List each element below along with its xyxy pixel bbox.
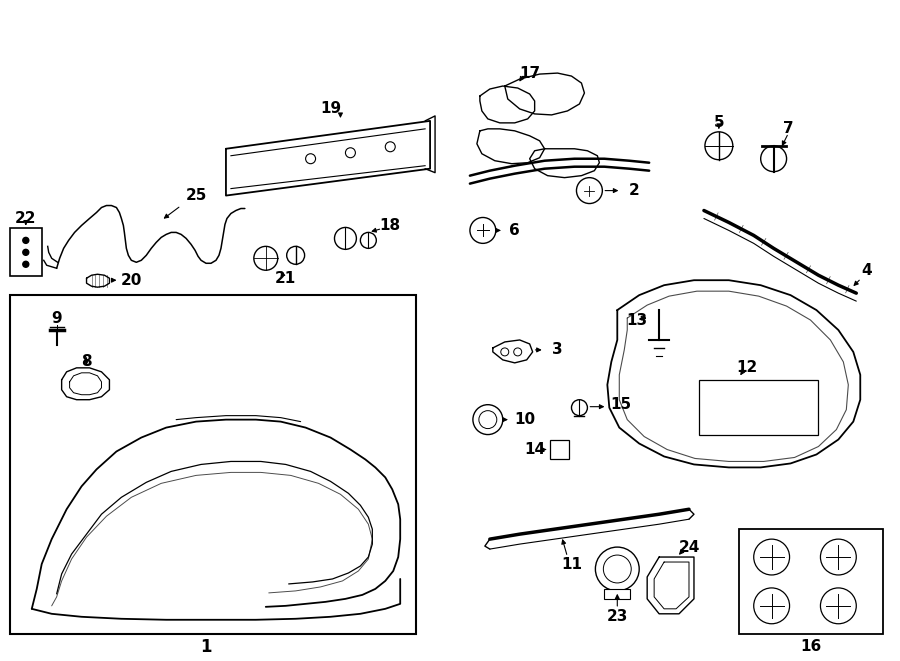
Bar — [739, 529, 883, 634]
Text: 8: 8 — [81, 354, 92, 369]
Circle shape — [22, 261, 29, 267]
Text: 6: 6 — [509, 223, 520, 238]
Text: 2: 2 — [629, 183, 640, 198]
Text: 5: 5 — [714, 116, 724, 130]
Text: 19: 19 — [320, 101, 341, 116]
Text: 10: 10 — [514, 412, 536, 427]
Text: 13: 13 — [626, 313, 648, 328]
Text: 17: 17 — [519, 65, 540, 81]
Text: 11: 11 — [561, 557, 582, 572]
Text: 20: 20 — [121, 273, 142, 288]
Text: 7: 7 — [783, 122, 794, 136]
Text: 9: 9 — [51, 311, 62, 326]
Text: 1: 1 — [201, 638, 212, 656]
Text: 15: 15 — [611, 397, 632, 412]
Bar — [604, 589, 630, 599]
Bar — [10, 229, 41, 276]
Text: 14: 14 — [524, 442, 545, 457]
Circle shape — [22, 249, 29, 255]
Text: 23: 23 — [607, 609, 628, 624]
Text: 4: 4 — [861, 263, 871, 278]
Text: 16: 16 — [800, 639, 821, 654]
Circle shape — [22, 237, 29, 243]
Text: 12: 12 — [736, 360, 758, 375]
Text: 21: 21 — [275, 271, 296, 286]
Text: 18: 18 — [380, 218, 400, 233]
Text: 22: 22 — [15, 211, 37, 226]
Text: 25: 25 — [185, 188, 207, 203]
Bar — [699, 380, 818, 434]
Text: 3: 3 — [553, 342, 562, 358]
Text: 24: 24 — [679, 539, 699, 555]
Bar — [10, 295, 416, 634]
